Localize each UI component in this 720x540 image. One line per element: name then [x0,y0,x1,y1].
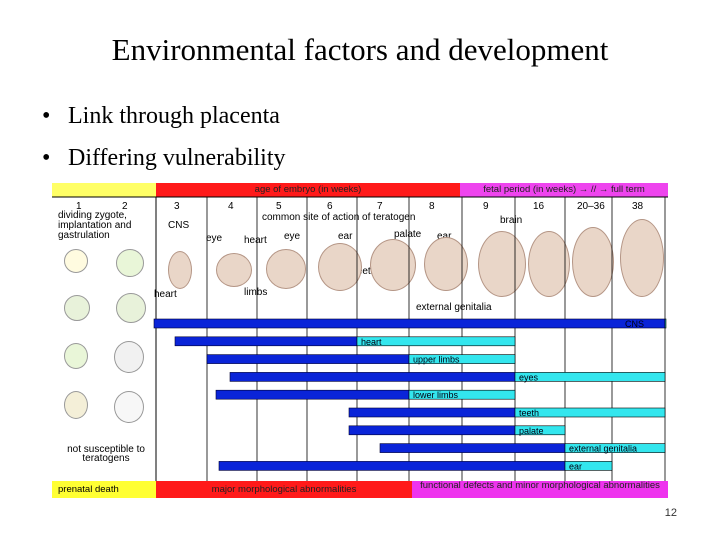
sensitivity-bar-chart: CNS heart upper limbs eyes lower limbs teeth p… [52,196,668,481]
week-label: 6 [327,201,333,212]
week-label: 20–36 [577,201,605,212]
week-label: 4 [228,201,234,212]
slide-title: Environmental factors and development [111,32,609,67]
less-sensitive-period-bar [356,336,516,347]
week-label: 1 [76,201,82,212]
week-label: 9 [483,201,489,212]
blastocyst-illustration [116,293,146,323]
organ-label-eye: eye [206,233,223,244]
organ-label-teeth: teeth [354,266,377,277]
bar-label: lower limbs [413,390,459,400]
zygote-illustration [64,249,88,273]
embryo-illustration [424,237,468,291]
week-label: 5 [276,201,282,212]
header-fetal-band: fetal period (in weeks) → // → full term [460,183,668,197]
sensitive-period-bar [348,407,516,418]
fetus-illustration [478,231,526,297]
header-embryo-band: age of embryo (in weeks) [156,183,460,197]
embryo-disc-illustration [114,391,144,423]
bar-label: palate [519,426,544,436]
organ-label-heart: heart [244,235,267,246]
footer-minor-abnormalities: functional defects and minor morphologic… [412,481,668,498]
organ-label-limbs: limbs [244,287,268,298]
sensitive-period-bar [153,318,666,329]
bullet-item: • Differing vulnerability [40,137,286,179]
footer-major-abnormalities: major morphological abnormalities [156,481,412,498]
embryo-illustration [318,243,362,291]
bar-label: external genitalia [569,444,637,454]
blastocyst-illustration [116,249,144,277]
sensitive-period-bar [229,372,516,382]
embryo-illustration [168,251,192,289]
header-early-band [52,183,156,197]
organ-label-brain: brain [500,215,523,226]
sensitive-period-bar [174,336,358,347]
fetus-illustration [620,219,664,297]
week-label: 16 [533,201,545,212]
bar-label: ear [569,461,582,471]
bar-label: teeth [519,408,539,418]
bullet-item: • Link through placenta [40,95,286,137]
sensitive-period-bar [218,461,566,471]
fetus-illustration [528,231,570,297]
organ-label-cns: CNS [168,220,190,231]
fetus-illustration [572,227,614,297]
less-sensitive-period-bar [564,461,613,471]
teratogen-sensitivity-figure: age of embryo (in weeks) fetal period (i… [52,183,668,499]
embryo-illustration [266,249,306,289]
week-label: 2 [122,201,128,212]
bar-label: CNS [625,319,644,329]
organ-label-external-genitalia: external genitalia [416,302,492,313]
less-sensitive-period-bar [564,443,666,453]
embryo-illustration [370,239,416,291]
footer-prenatal-death: prenatal death [52,481,156,498]
less-sensitive-period-bar [514,407,666,418]
less-sensitive-period-bar [408,354,516,364]
organ-label-heart: heart [154,289,177,300]
week-label: 38 [632,201,644,212]
organ-label-ear: ear [338,231,353,242]
week-label: 3 [174,201,180,212]
morula-illustration [64,295,90,321]
sensitive-period-bar [206,354,410,364]
page-number: 12 [664,507,677,519]
less-sensitive-period-bar [514,425,566,436]
early-stage-label: dividing zygote, implantation and gastru… [58,210,132,241]
sensitive-period-bar [379,443,566,453]
sensitive-period-bar [215,389,410,400]
less-sensitive-period-bar [514,372,666,382]
bullet-dot-icon: • [42,103,51,129]
embryo-illustration [216,253,252,287]
common-site-label: common site of action of teratogen [262,212,416,223]
embryo-disc-illustration [64,391,88,419]
bar-label: heart [361,337,382,347]
bar-label: upper limbs [413,355,460,365]
not-susceptible-label: not susceptible to teratogens [67,444,145,464]
organ-label-ear: ear [437,232,451,242]
bar-label: eyes [519,372,539,382]
embryo-disc-illustration [64,343,88,369]
organ-label-eye: eye [284,231,301,242]
organ-label-palate: palate [394,229,422,240]
bullet-dot-icon: • [42,145,51,171]
embryo-disc-illustration [114,341,144,373]
sensitive-period-bar [348,425,516,436]
week-label: 7 [377,201,383,212]
week-label: 8 [429,201,435,212]
bullet-list: • Link through placenta • Differing vulner… [40,95,286,179]
less-sensitive-period-bar [408,389,516,400]
less-sensitive-period-bar [664,318,667,329]
